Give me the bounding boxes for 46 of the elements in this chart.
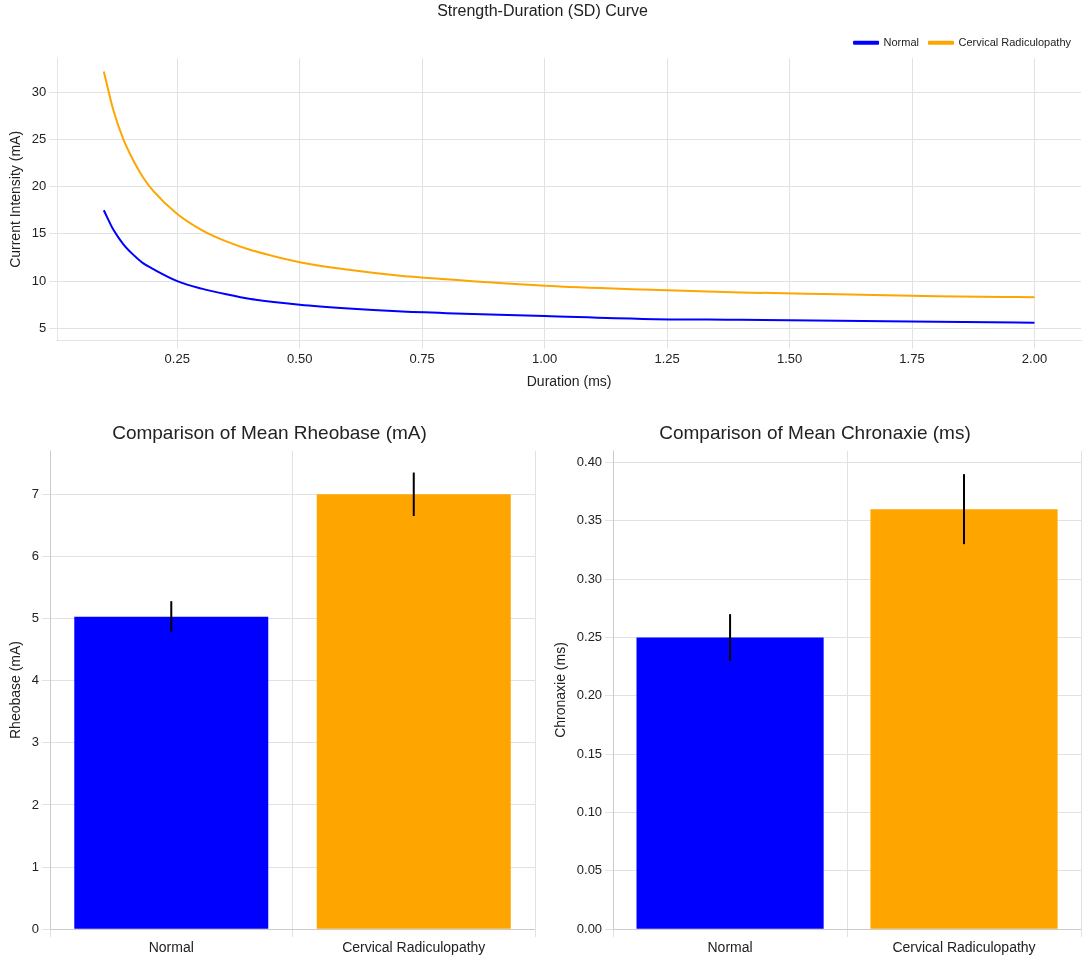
x-tick-label: 1.00 — [531, 350, 558, 366]
y-tick-label: 7 — [31, 485, 40, 501]
y-tick-label: 15 — [31, 225, 47, 241]
y-tick-label: 0.10 — [576, 804, 603, 820]
y-tick-label: 0.25 — [576, 629, 603, 645]
y-tick-label: 0.35 — [576, 512, 603, 528]
y-tick-label: 10 — [31, 272, 47, 288]
y-tick-label: 25 — [31, 131, 47, 146]
x-axis-title: Duration (ms) — [526, 373, 612, 390]
x-tick-label: Normal — [148, 939, 194, 956]
x-tick-label: 0.75 — [409, 350, 435, 366]
x-tick-label: Normal — [707, 939, 753, 956]
x-tick-label: Cervical Radiculopathy — [892, 939, 1036, 956]
y-tick-label: 1 — [31, 858, 40, 874]
x-tick-label: 0.25 — [164, 350, 190, 366]
y-tick-label: 0.05 — [576, 862, 603, 878]
y-tick-label: 5 — [31, 610, 40, 626]
y-axis-title: Current Intensity (mA) — [7, 130, 24, 268]
y-tick-label: 0.40 — [576, 454, 603, 470]
x-tick-label: 0.50 — [287, 350, 313, 366]
line-series — [102, 209, 1036, 324]
y-tick-label: 30 — [31, 83, 47, 99]
chart-title: Comparison of Mean Chronaxie (ms) — [659, 421, 971, 443]
x-tick-label: 1.50 — [776, 350, 803, 366]
chart-title: Comparison of Mean Rheobase (mA) — [112, 421, 427, 443]
y-axis-title: Rheobase (mA) — [7, 640, 24, 740]
x-tick-label: Cervical Radiculopathy — [342, 939, 486, 956]
chart-title: Strength-Duration (SD) Curve — [437, 2, 648, 20]
y-tick-label: 3 — [31, 734, 40, 750]
y-tick-label: 6 — [31, 548, 40, 563]
y-tick-label: 0.00 — [576, 920, 603, 936]
y-tick-label: 2 — [31, 796, 40, 812]
y-axis-title: Chronaxie (ms) — [552, 642, 569, 738]
y-tick-label: 0.30 — [576, 570, 603, 586]
y-tick-label: 0.15 — [576, 745, 603, 761]
x-tick-label: 1.75 — [899, 350, 925, 366]
y-tick-label: 0.20 — [576, 687, 603, 703]
y-tick-label: 5 — [39, 319, 47, 335]
x-tick-label: 1.25 — [654, 350, 680, 366]
x-tick-label: 2.00 — [1021, 350, 1048, 366]
line-series — [102, 70, 1036, 299]
y-tick-label: 20 — [31, 178, 47, 194]
legend-label: Cervical Radiculopathy — [958, 35, 1072, 48]
legend-label: Normal — [883, 35, 920, 48]
y-tick-label: 0 — [31, 920, 40, 936]
y-tick-label: 4 — [31, 672, 40, 688]
